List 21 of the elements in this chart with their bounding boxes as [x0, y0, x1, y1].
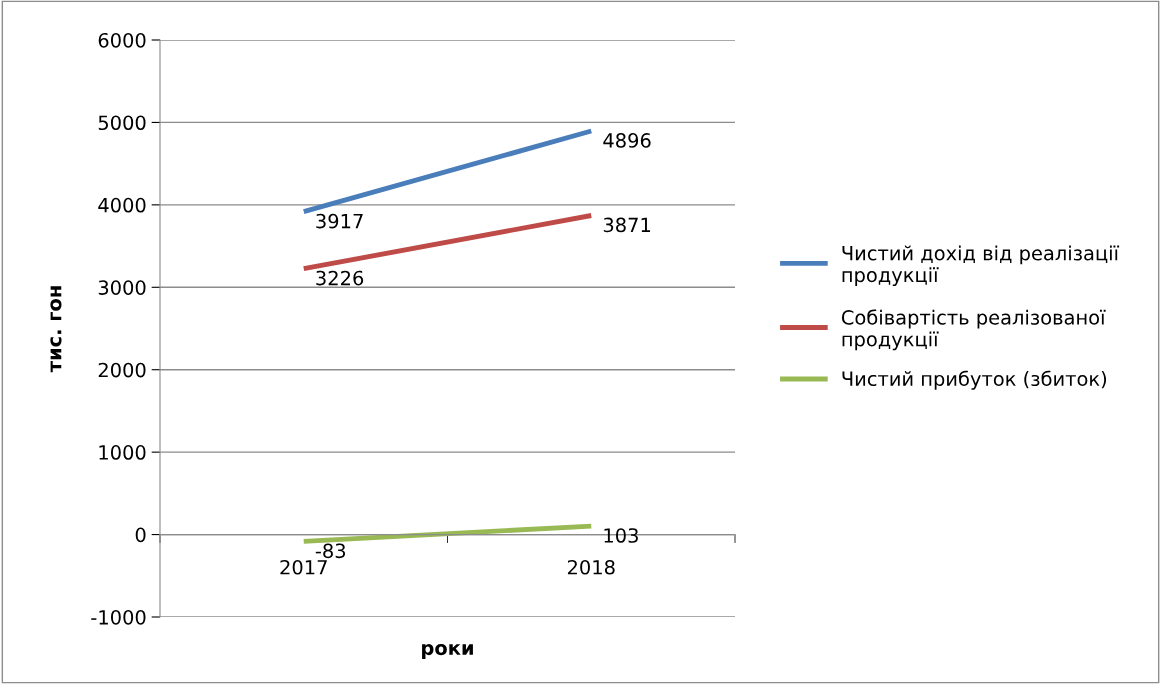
x-axis-title: роки: [422, 643, 473, 659]
x-tick-label: 2017: [280, 559, 327, 575]
legend-label: Чистий прибуток (збиток): [842, 370, 1107, 390]
y-tick-label: 2000: [98, 362, 146, 378]
y-tick-label: 5000: [98, 115, 146, 131]
legend-label: Собівартість реалізованої продукції: [841, 309, 1106, 351]
data-label: 3226: [316, 270, 364, 286]
legend-label: Чистий дохід від реалізації продукції: [842, 245, 1120, 287]
y-tick-label: 6000: [98, 32, 146, 48]
x-tick-label: 2018: [567, 559, 615, 575]
y-tick-label: 3000: [98, 280, 146, 295]
data-label: 3871: [603, 217, 651, 233]
y-tick-label: 1000: [99, 445, 146, 460]
y-tick-label: -1000: [91, 609, 146, 625]
data-label: 103: [604, 528, 638, 543]
data-label: 4896: [603, 133, 651, 148]
y-tick-label: 0: [135, 527, 146, 543]
data-label: 3917: [316, 213, 363, 229]
data-label: -83: [315, 543, 346, 559]
y-axis-title: тис. гон: [50, 286, 62, 373]
y-tick-label: 4000: [98, 197, 146, 213]
